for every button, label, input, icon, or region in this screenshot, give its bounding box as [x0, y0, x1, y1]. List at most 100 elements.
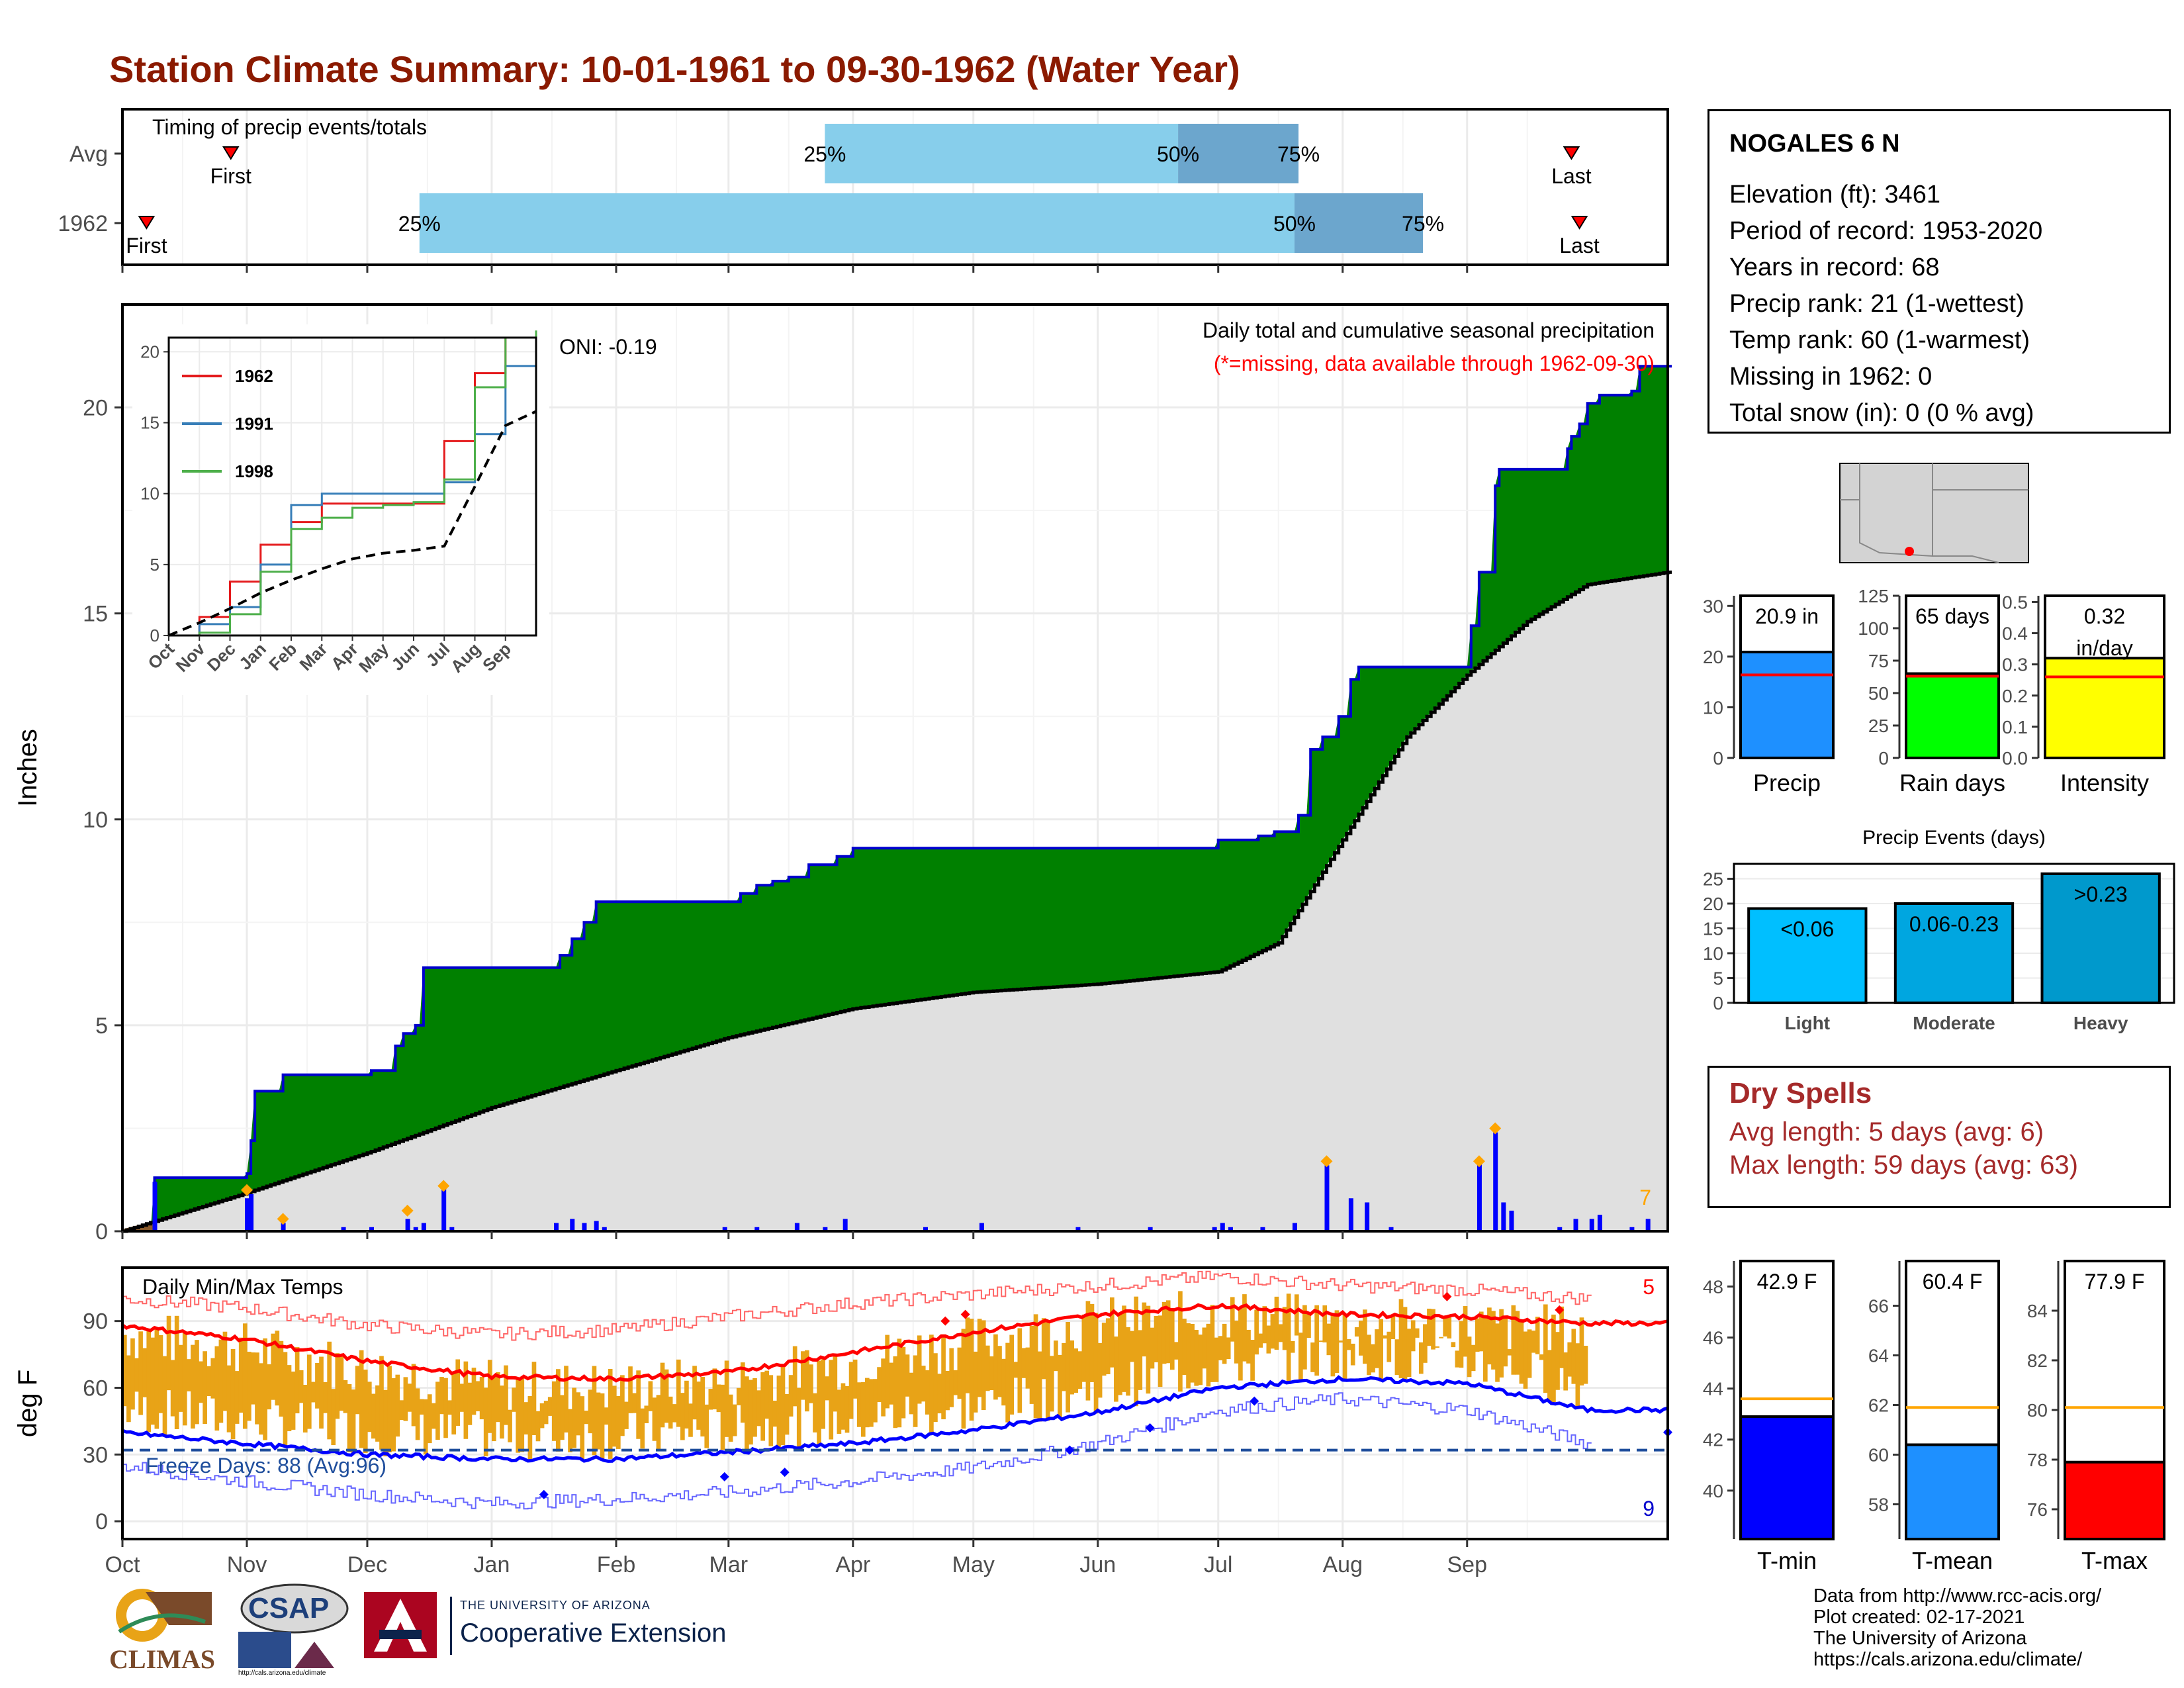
temp-daily-range-bar — [1390, 1315, 1396, 1340]
temp-daily-range-bar — [825, 1376, 830, 1401]
timing-last-label: Last — [1559, 234, 1600, 258]
rain-days-category-label: Rain days — [1899, 769, 2005, 796]
temp-daily-range-bar — [796, 1387, 801, 1449]
temp-daily-range-bar — [1519, 1321, 1524, 1384]
temp-daily-range-bar — [1150, 1327, 1155, 1369]
temp-daily-range-bar — [1238, 1309, 1243, 1381]
temp-daily-range-bar — [1161, 1301, 1167, 1364]
precip-ytick-label: 0 — [95, 1219, 108, 1244]
precip-daily-bar — [1220, 1223, 1225, 1231]
temp-daily-range-bar — [367, 1382, 372, 1432]
inset-ytick-label: 0 — [150, 626, 159, 645]
temp-daily-range-bar — [716, 1384, 721, 1413]
temp-daily-range-bar — [712, 1368, 717, 1410]
temp-daily-range-bar — [210, 1358, 216, 1399]
temp-record-low-marker — [1065, 1445, 1075, 1455]
temp-daily-range-bar — [792, 1346, 797, 1407]
temp-daily-range-bar — [1214, 1337, 1219, 1382]
precip-total-bar — [1739, 650, 1835, 759]
precip-daily-bar — [594, 1221, 599, 1231]
inset-ytick-label: 10 — [140, 484, 159, 504]
intensity-ytick-label: 0.5 — [2002, 592, 2028, 612]
temp-xtick-label: Nov — [227, 1552, 267, 1577]
temp-frame — [121, 1266, 1669, 1540]
temp-daily-range-bar — [1579, 1317, 1584, 1385]
temp-daily-range-bar — [1322, 1305, 1328, 1342]
temp-xtick-label: Feb — [597, 1552, 636, 1577]
temp-record-high-marker — [940, 1316, 950, 1326]
precip-daily-bar — [405, 1219, 410, 1231]
temp-daily-range-bar — [1105, 1318, 1111, 1374]
temp-daily-range-bar — [399, 1400, 404, 1421]
temp-daily-range-bar — [218, 1339, 224, 1423]
temp-daily-range-bar — [1146, 1305, 1151, 1394]
events-bar-label: 0.06-0.23 — [1909, 912, 1999, 936]
csap-logo-url: http://cals.arizona.edu/climate — [238, 1669, 326, 1677]
precip-ytick-label: 5 — [95, 1013, 108, 1039]
temp-daily-range-bar — [805, 1350, 809, 1412]
temp-daily-range-bar — [1054, 1340, 1058, 1372]
rain-days-value-label: 65 days — [1915, 604, 1989, 628]
temp-daily-range-bar — [463, 1361, 469, 1439]
temp-daily-range-bar — [1234, 1321, 1239, 1364]
temp-daily-range-bar — [596, 1392, 601, 1450]
precip-oni: ONI: -0.19 — [559, 335, 657, 359]
precip-total-ytick-label: 30 — [1703, 596, 1723, 616]
temp-daily-range-bar — [660, 1362, 665, 1428]
temp-daily-range-bar — [692, 1366, 697, 1420]
footer-line-url: https://cals.arizona.edu/climate/ — [1813, 1649, 2083, 1670]
precip-daily-bar — [842, 1219, 848, 1231]
temp-daily-range-bar — [572, 1387, 576, 1448]
temp-daily-range-bar — [821, 1359, 825, 1429]
temp-daily-range-bar — [1363, 1309, 1367, 1364]
precip-daily-bar — [441, 1186, 447, 1231]
temp-daily-range-bar — [848, 1362, 854, 1419]
precip-normal-line — [122, 570, 1672, 1233]
temp-daily-range-bar — [1286, 1293, 1291, 1384]
inset-ytick-label: 5 — [150, 555, 159, 575]
events-ytick-label: 0 — [1713, 993, 1723, 1013]
temp-daily-range-bar — [1310, 1342, 1315, 1372]
temp-daily-range-bar — [933, 1353, 938, 1423]
precip-daily-bar — [754, 1227, 760, 1231]
tmax-ytick-label: 76 — [2027, 1499, 2048, 1520]
temp-daily-range-bar — [126, 1355, 131, 1423]
temp-daily-range-bar — [1431, 1309, 1435, 1350]
inset-normal-line — [168, 410, 537, 637]
precip-daily-bar — [722, 1227, 727, 1231]
precip-extreme-marker — [1489, 1122, 1502, 1135]
temp-daily-range-bar — [584, 1411, 589, 1425]
inset-legend-label: 1991 — [235, 414, 273, 434]
precip-ytick-label: 10 — [83, 808, 108, 833]
temp-daily-range-bar — [1037, 1351, 1042, 1422]
temp-daily-range-bar — [672, 1404, 677, 1423]
temp-daily-range-bar — [238, 1337, 244, 1413]
temp-daily-range-bar — [704, 1404, 709, 1448]
intensity-ytick-label: 0.3 — [2002, 655, 2028, 675]
temp-daily-range-bar — [1009, 1335, 1015, 1415]
temp-daily-range-bar — [407, 1383, 412, 1412]
temp-daily-range-bar — [877, 1367, 882, 1403]
precip-ytick-label: 15 — [83, 602, 108, 627]
tmax-category-label: T-max — [2081, 1547, 2148, 1574]
temp-daily-range-bar — [708, 1389, 713, 1410]
station-years: Years in record: 68 — [1729, 254, 1940, 281]
precip-daily-bar — [570, 1219, 575, 1231]
temp-daily-range-bar — [138, 1331, 143, 1415]
temp-xtick-label: Mar — [709, 1552, 749, 1577]
intensity-value-label: in/day — [2076, 636, 2132, 660]
events-category-label: Heavy — [2073, 1013, 2128, 1033]
temp-daily-range-bar — [1354, 1327, 1359, 1337]
temp-daily-range-bar — [600, 1393, 605, 1459]
page-title: Station Climate Summary: 10-01-1961 to 0… — [109, 48, 1240, 90]
temp-daily-range-bar — [772, 1400, 778, 1427]
temp-daily-range-bar — [604, 1407, 609, 1425]
temp-daily-range-bar — [1383, 1335, 1388, 1339]
temp-daily-range-bar — [226, 1365, 232, 1432]
intensity-ytick-label: 0.2 — [2002, 686, 2028, 706]
temp-daily-range-bar — [953, 1370, 958, 1395]
tmin-value-label: 42.9 F — [1757, 1270, 1817, 1293]
temp-daily-range-bar — [624, 1401, 629, 1429]
temp-ytick-label: 60 — [83, 1376, 108, 1401]
